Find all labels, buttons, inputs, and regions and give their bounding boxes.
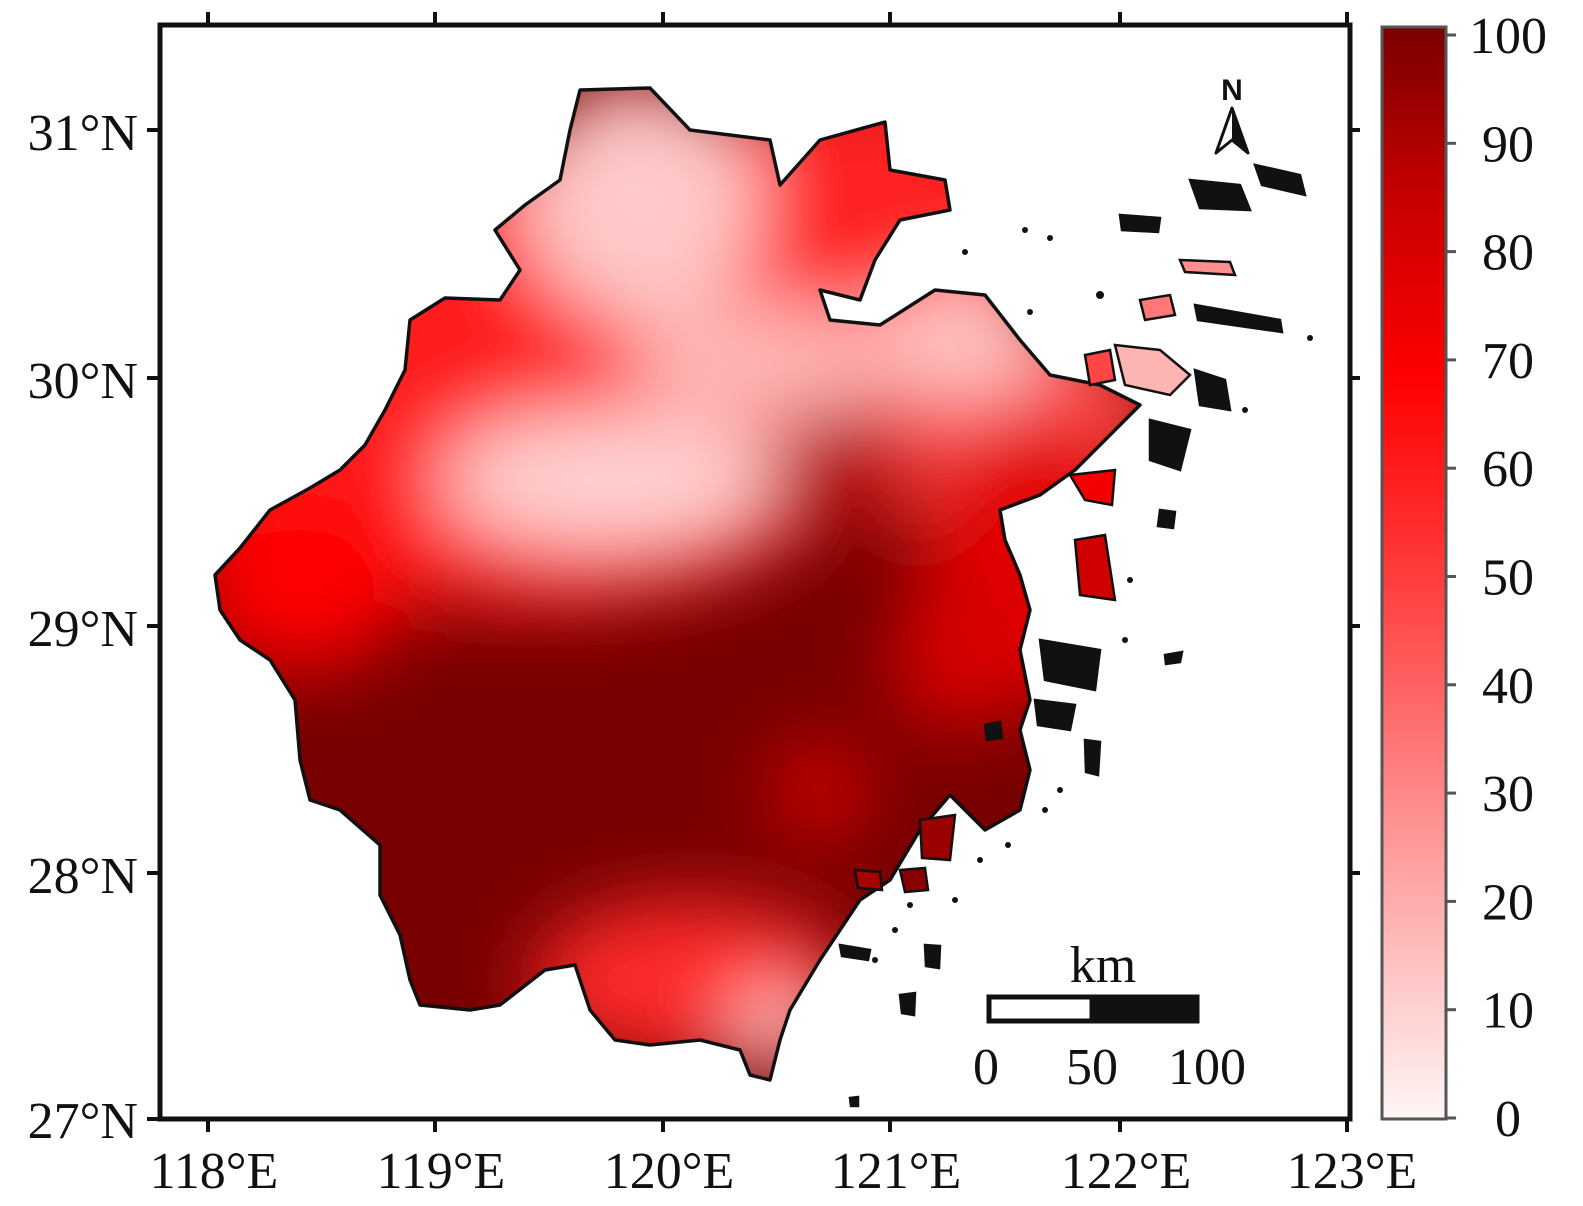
- lon-label: 122°E: [1061, 1143, 1192, 1200]
- colorbar-tick-label: 30: [1482, 766, 1534, 823]
- scale-bar-white-segment: [986, 994, 1095, 1024]
- scale-bar-black-segment: [1089, 994, 1200, 1024]
- island-dot: [1047, 235, 1053, 241]
- longitude-labels: 118°E 119°E 120°E 121°E 122°E 123°E: [150, 1143, 1418, 1200]
- island: [898, 991, 917, 1017]
- colorbar-tick-label: 20: [1482, 874, 1534, 931]
- colorbar-tick-label: 100: [1469, 8, 1547, 65]
- island-dot: [962, 249, 968, 255]
- island: [1148, 418, 1192, 472]
- island: [853, 868, 884, 892]
- island-dots: [872, 227, 1313, 963]
- scale-bar-unit: km: [1070, 937, 1136, 994]
- north-arrow-label: N: [1221, 74, 1243, 107]
- colorbar-tick-label: 70: [1482, 333, 1534, 390]
- colorbar-tick-label: 0: [1495, 1091, 1521, 1148]
- lon-label: 123°E: [1287, 1143, 1418, 1200]
- province-boundary: [213, 86, 1142, 1082]
- island-dot: [872, 957, 878, 963]
- island: [983, 720, 1004, 742]
- colorbar-tick-label: 80: [1482, 225, 1534, 282]
- colorbar-tick-label: 10: [1482, 983, 1534, 1040]
- island: [848, 1095, 860, 1108]
- island: [918, 813, 957, 862]
- colorbar-tick-label: 90: [1482, 116, 1534, 173]
- island-dot: [1027, 309, 1033, 315]
- island-dot: [1242, 407, 1248, 413]
- island-dot: [952, 897, 958, 903]
- frame-ticks: [147, 12, 1360, 1132]
- lon-label: 120°E: [604, 1143, 735, 1200]
- lat-label: 27°N: [28, 1093, 138, 1150]
- colorbar-tick-label: 40: [1482, 658, 1534, 715]
- island-dot: [1042, 807, 1048, 813]
- island: [1253, 163, 1307, 197]
- lon-label: 119°E: [377, 1143, 506, 1200]
- island: [1188, 178, 1252, 212]
- island: [1156, 508, 1177, 530]
- scale-bar: km 0 50 100: [973, 937, 1246, 1096]
- lat-label: 29°N: [28, 601, 138, 658]
- island-dot: [1307, 335, 1313, 341]
- island-dot: [1005, 842, 1011, 848]
- island: [1193, 303, 1284, 334]
- colorbar-tick-label: 50: [1482, 550, 1534, 607]
- lat-label: 30°N: [28, 353, 138, 410]
- island: [1083, 348, 1117, 387]
- north-arrow: N: [1214, 74, 1250, 155]
- island-dot: [977, 857, 983, 863]
- lon-label: 121°E: [831, 1143, 962, 1200]
- island: [1163, 650, 1184, 666]
- island: [1118, 213, 1162, 234]
- island: [838, 943, 872, 962]
- colorbar-gradient: [1380, 25, 1448, 1121]
- latitude-labels: 31°N 30°N 29°N 28°N 27°N: [28, 105, 138, 1150]
- island: [923, 943, 942, 970]
- scale-bar-tick-label: 50: [1066, 1039, 1118, 1096]
- lat-label: 28°N: [28, 848, 138, 905]
- island: [1067, 468, 1117, 507]
- scale-bar-tick-label: 100: [1168, 1039, 1246, 1096]
- colorbar-tick-label: 60: [1482, 441, 1534, 498]
- island: [898, 866, 930, 894]
- island: [1083, 738, 1102, 777]
- island-dot: [1122, 637, 1128, 643]
- islands: [838, 163, 1307, 1108]
- island-dot: [1127, 577, 1133, 583]
- island: [1193, 368, 1232, 412]
- island-dot: [907, 902, 913, 908]
- scale-bar-tick-label: 0: [973, 1039, 999, 1096]
- island: [1113, 343, 1192, 397]
- island-dot: [892, 927, 898, 933]
- island: [1178, 258, 1237, 277]
- lon-label: 118°E: [150, 1143, 279, 1200]
- island-dot: [1057, 787, 1063, 793]
- island: [1138, 293, 1177, 322]
- lat-label: 31°N: [28, 105, 138, 162]
- island: [1073, 533, 1117, 602]
- island-dot: [1096, 291, 1104, 299]
- island: [1033, 698, 1077, 732]
- island: [1038, 638, 1102, 692]
- island-dot: [1022, 227, 1028, 233]
